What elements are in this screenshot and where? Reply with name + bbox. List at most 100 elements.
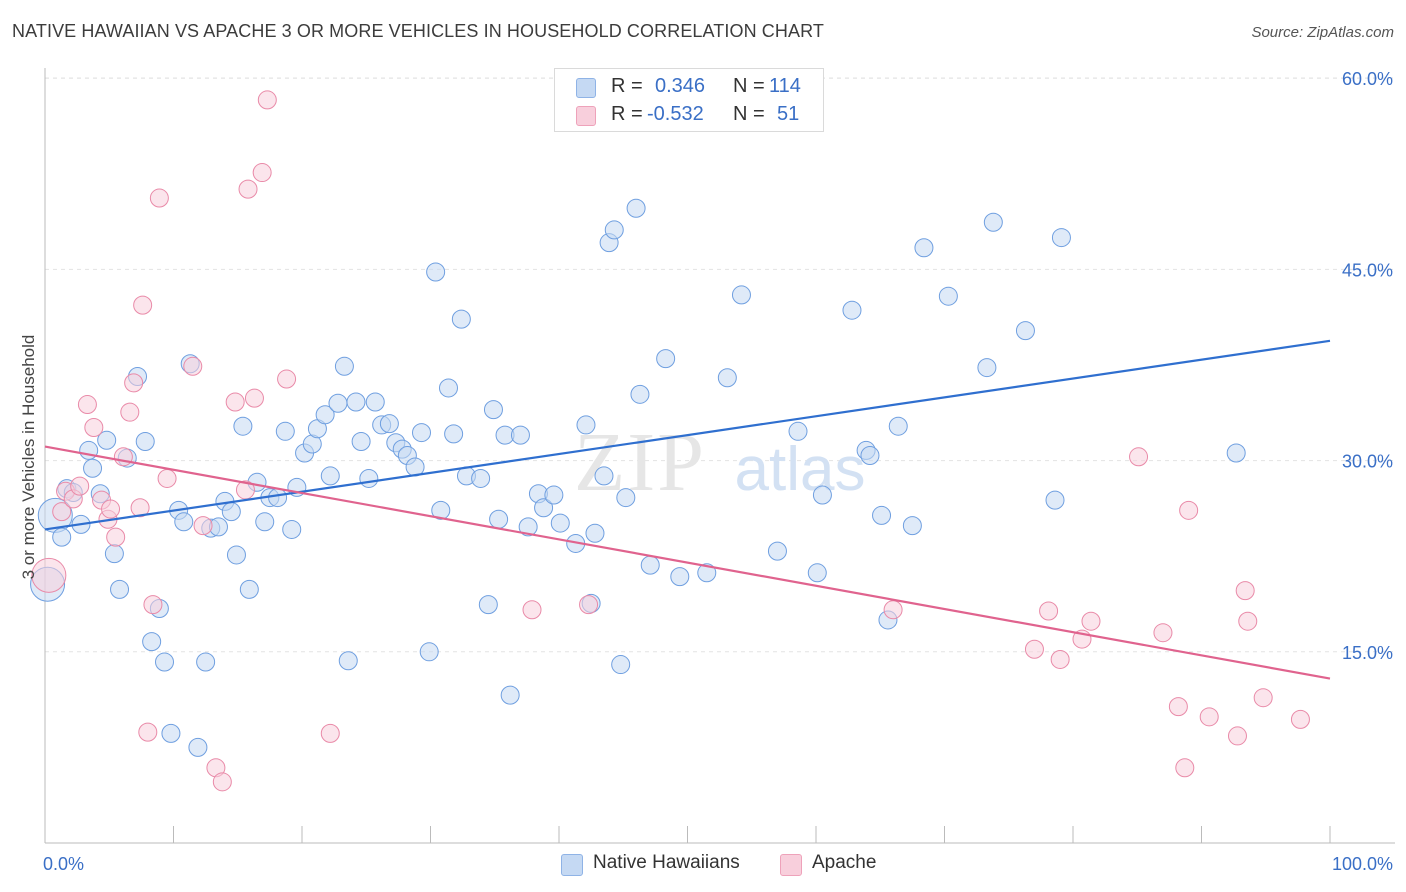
data-point (604, 220, 624, 240)
data-point (104, 544, 124, 564)
data-point (188, 737, 208, 757)
data-point (212, 772, 232, 792)
data-point (902, 516, 922, 536)
n-value: 114 (769, 75, 801, 97)
data-point (257, 90, 277, 110)
data-point (365, 392, 385, 412)
r-label: R = (611, 103, 643, 125)
data-point (275, 421, 295, 441)
data-point (106, 527, 126, 547)
trend-line-apache (44, 445, 1331, 680)
data-point (534, 498, 554, 518)
data-point (1015, 321, 1035, 341)
data-point (1290, 709, 1310, 729)
data-point (149, 188, 169, 208)
data-point (888, 416, 908, 436)
data-point (1045, 490, 1065, 510)
data-point (221, 502, 241, 522)
apache-swatch (576, 106, 596, 126)
data-point (616, 488, 636, 508)
data-point (977, 358, 997, 378)
data-point (640, 555, 660, 575)
watermark-atlas: atlas (735, 435, 866, 504)
n-label: N = (733, 103, 765, 125)
data-point (196, 652, 216, 672)
data-point (97, 430, 117, 450)
data-point (120, 402, 140, 422)
data-point (239, 579, 259, 599)
data-point (731, 285, 751, 305)
data-point (233, 416, 253, 436)
data-point (860, 446, 880, 466)
data-point (483, 400, 503, 420)
data-point (70, 476, 90, 496)
data-point (489, 509, 509, 529)
data-point (351, 432, 371, 451)
data-point (101, 499, 121, 519)
data-point (594, 466, 614, 486)
axis-labels: 15.0% 30.0% 45.0% 60.0% 0.0% 100.0% 3 or more … (19, 69, 1393, 874)
watermark-zip: ZIP (574, 416, 706, 509)
data-point (1199, 707, 1219, 727)
data-point (670, 567, 690, 587)
data-point (124, 373, 144, 393)
data-point (252, 163, 272, 183)
data-point (471, 468, 491, 488)
data-point (626, 198, 646, 218)
data-point (113, 447, 133, 467)
n-label: N = (733, 75, 765, 97)
data-point (872, 505, 892, 525)
x-tick-label: 0.0% (43, 854, 84, 874)
data-point (938, 286, 958, 306)
data-point (334, 356, 354, 376)
data-point (522, 600, 542, 620)
data-point (1253, 688, 1273, 708)
data-point (238, 179, 258, 199)
data-point (143, 595, 163, 615)
data-point (510, 425, 530, 445)
r-label: R = (611, 75, 643, 97)
data-point (842, 300, 862, 320)
data-point (52, 527, 72, 547)
n-value: 51 (777, 103, 800, 125)
data-point (52, 502, 72, 522)
axes (44, 68, 1395, 844)
data-point (135, 432, 155, 451)
data-point (611, 655, 631, 675)
data-point (697, 563, 717, 583)
data-point (84, 417, 104, 437)
data-point (320, 466, 340, 486)
chart-title: NATIVE HAWAIIAN VS APACHE 3 OR MORE VEHI… (12, 21, 824, 41)
series-apache (31, 90, 1310, 792)
data-point (77, 395, 97, 415)
data-point (1226, 443, 1246, 463)
y-tick-label: 45.0% (1342, 260, 1393, 280)
data-point (225, 392, 245, 412)
data-point (419, 642, 439, 662)
y-tick-label: 15.0% (1342, 643, 1393, 663)
data-point (142, 632, 162, 652)
y-tick-label: 60.0% (1342, 69, 1393, 89)
data-point (1153, 623, 1173, 643)
data-point (1168, 697, 1188, 717)
data-point (255, 512, 275, 532)
data-point (788, 421, 808, 441)
correlation-legend: R = 0.346 N = 114 R = -0.532 N = 51 (554, 68, 824, 132)
data-point (359, 468, 379, 488)
data-point (174, 512, 194, 532)
data-point (812, 485, 832, 505)
data-point (1175, 758, 1195, 778)
data-point (1129, 447, 1149, 467)
data-point (579, 595, 599, 615)
data-point (656, 349, 676, 369)
apache-legend-swatch (780, 854, 802, 876)
data-point (83, 458, 103, 478)
data-point (550, 513, 570, 533)
data-point (767, 541, 787, 561)
data-point (31, 557, 67, 593)
data-point (426, 262, 446, 282)
data-point (268, 488, 288, 508)
r-value: -0.532 (647, 103, 704, 125)
data-point (157, 468, 177, 488)
data-point (161, 723, 181, 743)
